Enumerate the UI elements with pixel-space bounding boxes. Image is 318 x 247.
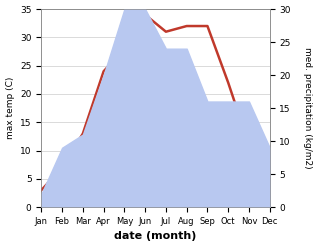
Y-axis label: med. precipitation (kg/m2): med. precipitation (kg/m2): [303, 47, 313, 169]
Y-axis label: max temp (C): max temp (C): [5, 77, 15, 139]
X-axis label: date (month): date (month): [114, 231, 197, 242]
